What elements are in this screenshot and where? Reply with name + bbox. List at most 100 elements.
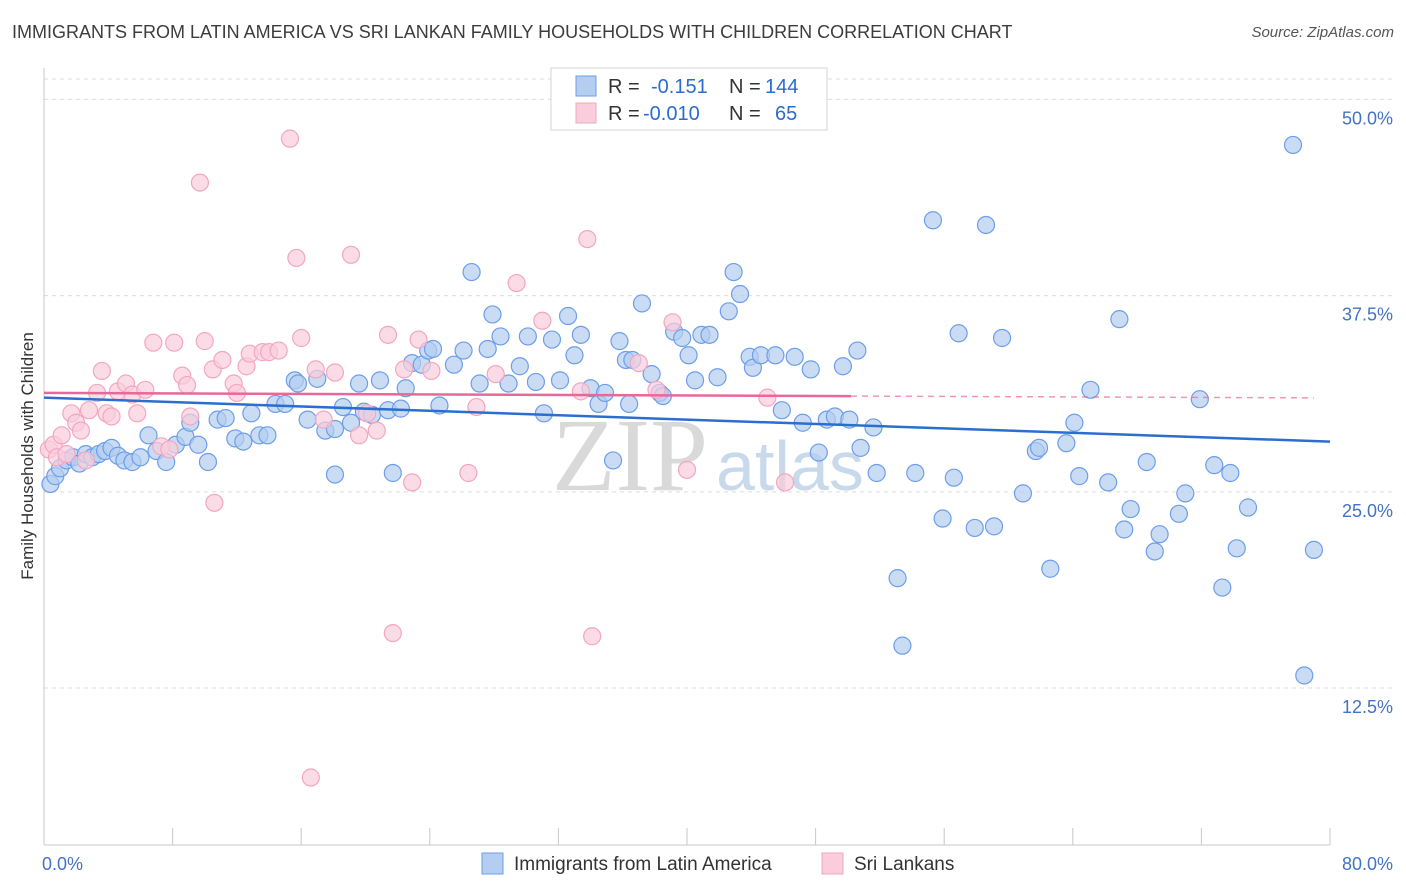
latin-america-point bbox=[724, 262, 743, 282]
latin-america-point bbox=[288, 374, 308, 393]
sri-lankans-point bbox=[533, 311, 552, 330]
latin-america-point bbox=[139, 426, 158, 445]
latin-america-point bbox=[1227, 539, 1246, 558]
y-tick-label: 50.0% bbox=[1342, 108, 1393, 128]
latin-america-point bbox=[1121, 499, 1140, 519]
sri-lankans-point bbox=[165, 333, 184, 352]
sri-lankans-point bbox=[629, 354, 648, 373]
latin-america-point bbox=[189, 435, 208, 454]
y-tick-labels: 12.5% 25.0% 37.5% 50.0% bbox=[1342, 108, 1393, 717]
trend-line-latin-america bbox=[43, 396, 1331, 443]
latin-america-point bbox=[276, 394, 295, 414]
data-points bbox=[39, 129, 1324, 787]
latin-america-point bbox=[1238, 498, 1258, 517]
latin-america-point bbox=[1029, 438, 1049, 457]
latin-america-point bbox=[1057, 434, 1076, 453]
legend-swatch-latin-america bbox=[575, 75, 597, 97]
latin-america-point bbox=[809, 443, 828, 462]
latin-america-point bbox=[949, 324, 968, 343]
sri-lankans-point bbox=[190, 173, 210, 192]
sri-lankans-point bbox=[195, 332, 214, 351]
latin-america-point bbox=[766, 346, 785, 365]
sri-lankans-point bbox=[578, 229, 597, 249]
sri-lankans-point bbox=[422, 361, 441, 381]
sri-lankans-point bbox=[349, 426, 369, 445]
sri-lankans-point bbox=[144, 333, 163, 352]
latin-america-point bbox=[1190, 390, 1209, 409]
latin-america-point bbox=[510, 357, 529, 376]
latin-america-point bbox=[444, 355, 464, 374]
chart-title: IMMIGRANTS FROM LATIN AMERICA VS SRI LAN… bbox=[12, 22, 1013, 42]
latin-america-point bbox=[430, 396, 449, 415]
latin-america-point bbox=[298, 410, 317, 429]
sri-lankans-point bbox=[280, 129, 300, 148]
sri-lankans-point bbox=[102, 407, 121, 426]
latin-america-point bbox=[1145, 542, 1164, 561]
watermark: ZIP atlas bbox=[552, 398, 864, 513]
latin-america-point bbox=[383, 463, 402, 483]
sri-lankans-point bbox=[409, 330, 428, 349]
sri-lankans-point bbox=[571, 382, 591, 401]
legend-n-label-2: N = bbox=[729, 103, 761, 125]
sri-lankans-point bbox=[292, 328, 311, 348]
latin-america-point bbox=[470, 374, 489, 393]
latin-america-point bbox=[851, 438, 870, 457]
latin-america-point bbox=[833, 357, 853, 376]
latin-america-point bbox=[1013, 484, 1033, 503]
sri-lankans-point bbox=[314, 410, 333, 429]
latin-america-point bbox=[1205, 456, 1224, 475]
sri-lankans-point bbox=[79, 401, 99, 420]
latin-america-point bbox=[700, 325, 719, 344]
latin-america-point bbox=[1221, 463, 1240, 483]
latin-america-point bbox=[1041, 559, 1060, 578]
latin-america-point bbox=[933, 509, 952, 528]
sri-lankans-point bbox=[160, 440, 179, 459]
latin-america-point bbox=[526, 372, 545, 392]
latin-america-point bbox=[888, 569, 907, 588]
latin-america-point bbox=[1295, 666, 1314, 685]
latin-america-point bbox=[620, 394, 639, 414]
latin-america-point bbox=[1070, 467, 1089, 486]
legend-r-value-1: -0.151 bbox=[651, 76, 708, 98]
latin-america-point bbox=[198, 452, 218, 472]
sri-lankans-point bbox=[758, 388, 777, 407]
latin-america-point bbox=[867, 463, 886, 483]
watermark-atlas: atlas bbox=[716, 427, 864, 505]
sri-lankans-point bbox=[507, 273, 526, 293]
sri-lankans-point bbox=[181, 407, 200, 426]
latin-america-point bbox=[1081, 380, 1100, 399]
y-tick-label: 12.5% bbox=[1342, 697, 1393, 717]
trend-lines bbox=[43, 391, 1331, 443]
sri-lankans-point bbox=[378, 325, 398, 344]
trend-line-sri-lankans-extension bbox=[850, 395, 1314, 399]
correlation-legend: R = -0.151 N = 144 R = -0.010 N = 65 bbox=[550, 67, 828, 131]
latin-america-point bbox=[984, 517, 1004, 536]
bottom-legend-label-sri-lankans: Sri Lankans bbox=[854, 854, 954, 875]
y-tick-label: 37.5% bbox=[1342, 305, 1393, 325]
legend-n-label-1: N = bbox=[729, 76, 761, 98]
latin-america-point bbox=[558, 306, 578, 326]
sri-lankans-point bbox=[394, 360, 414, 379]
sri-lankans-point bbox=[177, 375, 197, 395]
latin-america-point bbox=[595, 383, 615, 403]
sri-lankans-point bbox=[301, 768, 320, 787]
sri-lankans-point bbox=[213, 350, 232, 370]
sri-lankans-point bbox=[647, 380, 666, 399]
sri-lankans-point bbox=[677, 460, 697, 479]
latin-america-point bbox=[1283, 135, 1303, 155]
latin-america-point bbox=[965, 518, 984, 538]
legend-n-value-1: 144 bbox=[765, 76, 798, 98]
latin-america-point bbox=[483, 305, 502, 324]
latin-america-point bbox=[242, 404, 261, 423]
sri-lankans-point bbox=[76, 451, 95, 470]
latin-america-point bbox=[610, 332, 629, 351]
sri-lankans-point bbox=[57, 445, 76, 464]
sri-lankans-point bbox=[92, 361, 111, 381]
latin-america-point bbox=[772, 401, 791, 420]
latin-america-point bbox=[801, 360, 820, 379]
bottom-legend-swatch-sri-lankans bbox=[821, 852, 844, 875]
sri-lankans-point bbox=[775, 473, 795, 492]
legend-box bbox=[550, 67, 828, 131]
sri-lankans-point bbox=[52, 426, 71, 445]
axes bbox=[43, 68, 1331, 846]
